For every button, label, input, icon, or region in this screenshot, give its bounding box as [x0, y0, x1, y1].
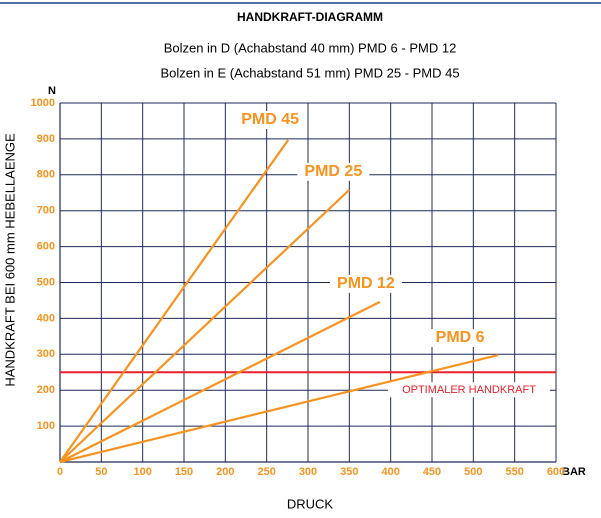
- series-label: PMD 45: [241, 111, 299, 128]
- x-tick-label: 350: [340, 466, 358, 478]
- x-tick-label: 150: [175, 466, 193, 478]
- series-line: [59, 189, 351, 463]
- series-line: [59, 300, 381, 463]
- series-line: [59, 139, 290, 463]
- x-tick-label: 600: [547, 466, 565, 478]
- reference-label-bg: [388, 382, 550, 398]
- series-label: PMD 12: [337, 275, 395, 292]
- y-unit: N: [48, 85, 56, 97]
- y-tick-label: 500: [37, 276, 55, 288]
- series-label: PMD 6: [436, 329, 485, 346]
- x-tick-label: 50: [95, 466, 107, 478]
- series-line: [59, 353, 499, 464]
- x-tick-label: 300: [299, 466, 317, 478]
- subtitle: Bolzen in D (Achabstand 40 mm) PMD 6 - P…: [164, 40, 457, 55]
- x-tick-label: 0: [57, 466, 63, 478]
- reference-label: OPTIMALER HANDKRAFT: [402, 384, 536, 396]
- chart-title: HANDKRAFT-DIAGRAMM: [237, 10, 383, 24]
- y-tick-label: 400: [37, 312, 55, 324]
- series-label-bg: [329, 274, 402, 293]
- series-label: PMD 25: [304, 163, 362, 180]
- y-tick-label: 900: [37, 133, 55, 145]
- y-axis-label: HANDKRAFT BEI 600 mm HEBELLAENGE: [2, 133, 17, 387]
- series-label-bg: [424, 329, 497, 348]
- x-axis-label: DRUCK: [287, 496, 334, 511]
- x-unit: BAR: [562, 466, 586, 478]
- y-tick-label: 1000: [31, 97, 55, 109]
- y-tick-label: 700: [37, 205, 55, 217]
- x-tick-label: 400: [381, 466, 399, 478]
- x-tick-label: 200: [216, 466, 234, 478]
- subtitle: Bolzen in E (Achabstand 51 mm) PMD 25 - …: [160, 65, 459, 80]
- x-tick-label: 100: [133, 466, 151, 478]
- y-tick-label: 800: [37, 169, 55, 181]
- x-tick-label: 250: [257, 466, 275, 478]
- series-label-bg: [297, 162, 370, 181]
- y-tick-label: 300: [37, 348, 55, 360]
- y-tick-label: 200: [37, 384, 55, 396]
- series-label-bg: [234, 110, 307, 129]
- x-tick-label: 500: [464, 466, 482, 478]
- y-tick-label: 100: [37, 420, 55, 432]
- x-tick-label: 450: [423, 466, 441, 478]
- x-tick-label: 550: [505, 466, 523, 478]
- y-tick-label: 600: [37, 241, 55, 253]
